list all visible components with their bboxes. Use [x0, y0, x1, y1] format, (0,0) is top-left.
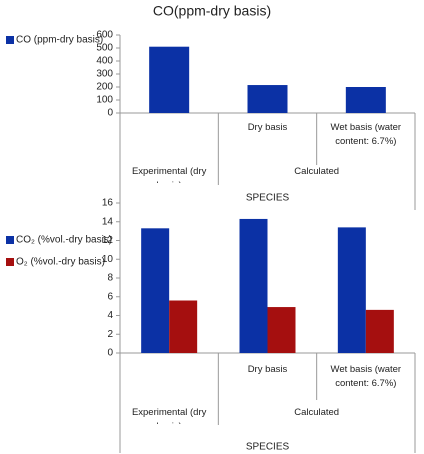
x-tick-label-box: Dry basis	[247, 122, 288, 133]
x-tick-label: Wet basis (water content: 6.7%)	[330, 364, 402, 389]
x-axis-title: SPECIES	[246, 193, 290, 204]
x-axis-title: SPECIES	[246, 442, 290, 453]
legend-label: O₂ (%vol.-dry basis)	[16, 257, 105, 268]
x-tick-label: Dry basis	[247, 122, 288, 133]
group-label: Calculated	[294, 166, 340, 177]
group-label-box: Experimental (dry basis)	[131, 166, 207, 183]
group-label-box: Calculated	[294, 407, 340, 418]
bar	[365, 309, 394, 353]
y-tick-label: 500	[96, 43, 113, 54]
y-tick-label: 12	[102, 235, 114, 246]
x-tick-label-box: Dry basis	[247, 364, 288, 375]
bar	[337, 227, 366, 353]
group-label: Calculated	[294, 407, 340, 418]
legend-swatch	[6, 236, 14, 244]
group-label: Experimental (dry basis)	[131, 407, 207, 424]
y-tick-label: 200	[96, 82, 113, 93]
group-label-box: Calculated	[294, 166, 340, 177]
y-tick-label: 300	[96, 69, 113, 80]
x-tick-label-box: Wet basis (water content: 6.7%)	[330, 122, 402, 147]
group-label-box: Experimental (dry basis)	[131, 407, 207, 424]
y-tick-label: 4	[107, 310, 113, 321]
bar	[149, 46, 190, 114]
bar	[141, 228, 170, 353]
y-tick-label: 400	[96, 56, 113, 67]
y-tick-label: 16	[102, 198, 114, 209]
y-tick-label: 14	[102, 216, 114, 227]
legend-swatch	[6, 36, 14, 44]
bar	[247, 85, 288, 113]
legend-label: CO (ppm-dry basis)	[16, 35, 103, 46]
bar	[239, 218, 268, 353]
legend-label: CO₂ (%vol.-dry basis)	[16, 235, 112, 246]
y-tick-label: 0	[107, 108, 113, 119]
y-tick-label: 8	[107, 273, 113, 284]
bar	[267, 307, 296, 353]
y-tick-label: 2	[107, 329, 113, 340]
y-tick-label: 0	[107, 348, 113, 359]
y-tick-label: 6	[107, 291, 113, 302]
legend-swatch	[6, 258, 14, 266]
chart-title: CO(ppm-dry basis)	[153, 3, 271, 19]
group-label: Experimental (dry basis)	[131, 166, 207, 183]
y-tick-label: 600	[96, 30, 113, 41]
bar	[169, 300, 198, 353]
x-tick-label-box: Wet basis (water content: 6.7%)	[330, 364, 402, 389]
x-tick-label: Dry basis	[247, 364, 288, 375]
y-tick-label: 10	[102, 254, 114, 265]
y-tick-label: 100	[96, 95, 113, 106]
x-tick-label: Wet basis (water content: 6.7%)	[330, 122, 402, 147]
bar	[345, 87, 386, 113]
